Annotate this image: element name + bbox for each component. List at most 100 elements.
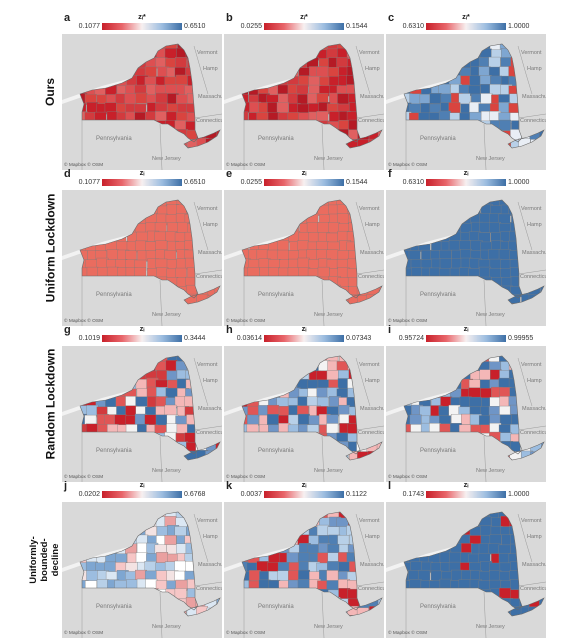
massachusetts-label: Massachuse bbox=[198, 562, 222, 568]
choropleth-map: Vermont Hamp Massachuse Connecticut Pennsylv… bbox=[224, 34, 384, 170]
colorbar-max: 0.1122 bbox=[346, 491, 367, 498]
county-region bbox=[144, 414, 157, 426]
map-svg: Vermont Hamp Massachuse Connecticut Pennsylv… bbox=[224, 346, 384, 482]
choropleth-map: Vermont Hamp Massachuse Connecticut Pennsylv… bbox=[386, 190, 546, 326]
hamp-label: Hamp bbox=[203, 534, 218, 540]
vermont-label: Vermont bbox=[521, 362, 542, 368]
map-panel-g: g zᵢ 0.1019 0.3444 Vermont Hamp Massachuse Conn… bbox=[62, 324, 222, 484]
pennsylvania-label: Pennsylvania bbox=[420, 292, 456, 298]
colorbar: 0.0202 0.6768 bbox=[62, 490, 222, 499]
panel-letter: a bbox=[64, 12, 71, 24]
new-jersey-label: New Jersey bbox=[152, 624, 181, 630]
county-region bbox=[326, 570, 339, 582]
map-svg: Vermont Hamp Massachuse Connecticut Pennsylv… bbox=[224, 34, 384, 170]
county-region bbox=[316, 524, 329, 536]
map-credit: © Mapbox © OSM bbox=[226, 631, 266, 636]
massachusetts-label: Massachuse bbox=[360, 562, 384, 568]
county-region bbox=[277, 240, 289, 251]
county-region bbox=[286, 552, 299, 564]
colorbar-title: zᵢ bbox=[301, 168, 307, 177]
colorbar-min: 0.0255 bbox=[240, 179, 262, 186]
new-jersey-label: New Jersey bbox=[314, 156, 343, 162]
colorbar-title: zᵢ* bbox=[138, 12, 146, 21]
new-jersey-label: New Jersey bbox=[476, 624, 505, 630]
hamp-label: Hamp bbox=[365, 222, 380, 228]
map-credit: © Mapbox © OSM bbox=[388, 319, 428, 324]
pennsylvania-label: Pennsylvania bbox=[258, 136, 294, 142]
colorbar-gradient bbox=[264, 491, 344, 498]
county-region bbox=[298, 75, 311, 87]
colorbar-max: 0.6510 bbox=[184, 179, 206, 186]
panel-letter: d bbox=[64, 168, 71, 180]
colorbar-gradient bbox=[426, 179, 506, 186]
county-region bbox=[164, 404, 177, 416]
new-jersey-label: New Jersey bbox=[152, 312, 181, 318]
colorbar: 0.0255 0.1544 bbox=[224, 22, 384, 31]
county-region bbox=[156, 369, 169, 381]
pennsylvania-label: Pennsylvania bbox=[420, 136, 456, 142]
choropleth-map: Vermont Hamp Massachuse Connecticut Pennsylv… bbox=[62, 502, 222, 638]
pennsylvania-label: Pennsylvania bbox=[96, 136, 132, 142]
county-region bbox=[499, 414, 512, 426]
row-label-text: Random Lockdown bbox=[43, 348, 58, 460]
county-region bbox=[106, 249, 119, 261]
connecticut-label: Connecticut bbox=[196, 586, 222, 592]
vermont-label: Vermont bbox=[197, 50, 218, 56]
colorbar-min: 0.0037 bbox=[240, 491, 262, 498]
colorbar-min: 0.1743 bbox=[402, 491, 424, 498]
hamp-label: Hamp bbox=[203, 378, 218, 384]
county-region bbox=[155, 414, 168, 426]
map-panel-k: k zᵢ 0.0037 0.1122 Vermont Hamp Massachuse Conn… bbox=[224, 480, 384, 640]
hamp-label: Hamp bbox=[203, 222, 218, 228]
pennsylvania-label: Pennsylvania bbox=[258, 292, 294, 298]
connecticut-label: Connecticut bbox=[358, 274, 384, 280]
colorbar-max: 1.0000 bbox=[508, 23, 530, 30]
map-credit: © Mapbox © OSM bbox=[64, 319, 104, 324]
vermont-label: Vermont bbox=[521, 518, 542, 524]
map-panel-f: f zᵢ 0.6310 1.0000 Vermont Hamp Massachuse Conn… bbox=[386, 168, 546, 328]
connecticut-label: Connecticut bbox=[520, 118, 546, 124]
colorbar-gradient bbox=[102, 491, 182, 498]
row-label: Uniform Lockdown bbox=[40, 168, 60, 328]
county-region bbox=[317, 266, 330, 278]
colorbar-title: zᵢ bbox=[139, 168, 145, 177]
county-region bbox=[337, 93, 350, 105]
county-region bbox=[308, 415, 321, 427]
colorbar: 0.1077 0.6510 bbox=[62, 22, 222, 31]
county-region bbox=[326, 370, 339, 382]
county-region bbox=[458, 93, 471, 105]
colorbar-max: 0.6510 bbox=[184, 23, 206, 30]
choropleth-map: Vermont Hamp Massachuse Connecticut Pennsylv… bbox=[386, 346, 546, 482]
colorbar-min: 0.1019 bbox=[78, 335, 100, 342]
colorbar-min: 0.6310 bbox=[402, 23, 424, 30]
county-region bbox=[125, 396, 138, 408]
colorbar-gradient bbox=[264, 23, 344, 30]
county-region bbox=[338, 561, 351, 573]
county-region bbox=[498, 249, 511, 260]
map-panel-d: d zᵢ 0.1077 0.6510 Vermont Hamp Massachuse Conn… bbox=[62, 168, 222, 328]
row-label: Uniformly-bounded-decline Lockdown bbox=[28, 480, 72, 640]
county-region bbox=[164, 535, 177, 546]
map-credit: © Mapbox © OSM bbox=[388, 163, 428, 168]
hamp-label: Hamp bbox=[527, 534, 542, 540]
pennsylvania-label: Pennsylvania bbox=[258, 604, 294, 610]
colorbar-min: 0.6310 bbox=[402, 179, 424, 186]
map-credit: © Mapbox © OSM bbox=[64, 631, 104, 636]
map-credit: © Mapbox © OSM bbox=[388, 475, 428, 480]
map-panel-a: a zᵢ* 0.1077 0.6510 Vermont Hamp Massachuse Con… bbox=[62, 12, 222, 172]
county-region bbox=[174, 588, 187, 600]
new-jersey-label: New Jersey bbox=[314, 312, 343, 318]
connecticut-label: Connecticut bbox=[196, 430, 222, 436]
county-region bbox=[124, 93, 137, 105]
county-region bbox=[174, 560, 187, 572]
hamp-label: Hamp bbox=[203, 66, 218, 72]
hamp-label: Hamp bbox=[527, 378, 542, 384]
map-credit: © Mapbox © OSM bbox=[226, 475, 266, 480]
row-label: Ours bbox=[40, 12, 60, 172]
county-region bbox=[266, 414, 279, 425]
colorbar-min: 0.0255 bbox=[240, 23, 262, 30]
map-svg: Vermont Hamp Massachuse Connecticut Pennsylv… bbox=[386, 190, 546, 326]
map-svg: Vermont Hamp Massachuse Connecticut Pennsylv… bbox=[386, 34, 546, 170]
county-region bbox=[478, 415, 491, 427]
vermont-label: Vermont bbox=[521, 50, 542, 56]
